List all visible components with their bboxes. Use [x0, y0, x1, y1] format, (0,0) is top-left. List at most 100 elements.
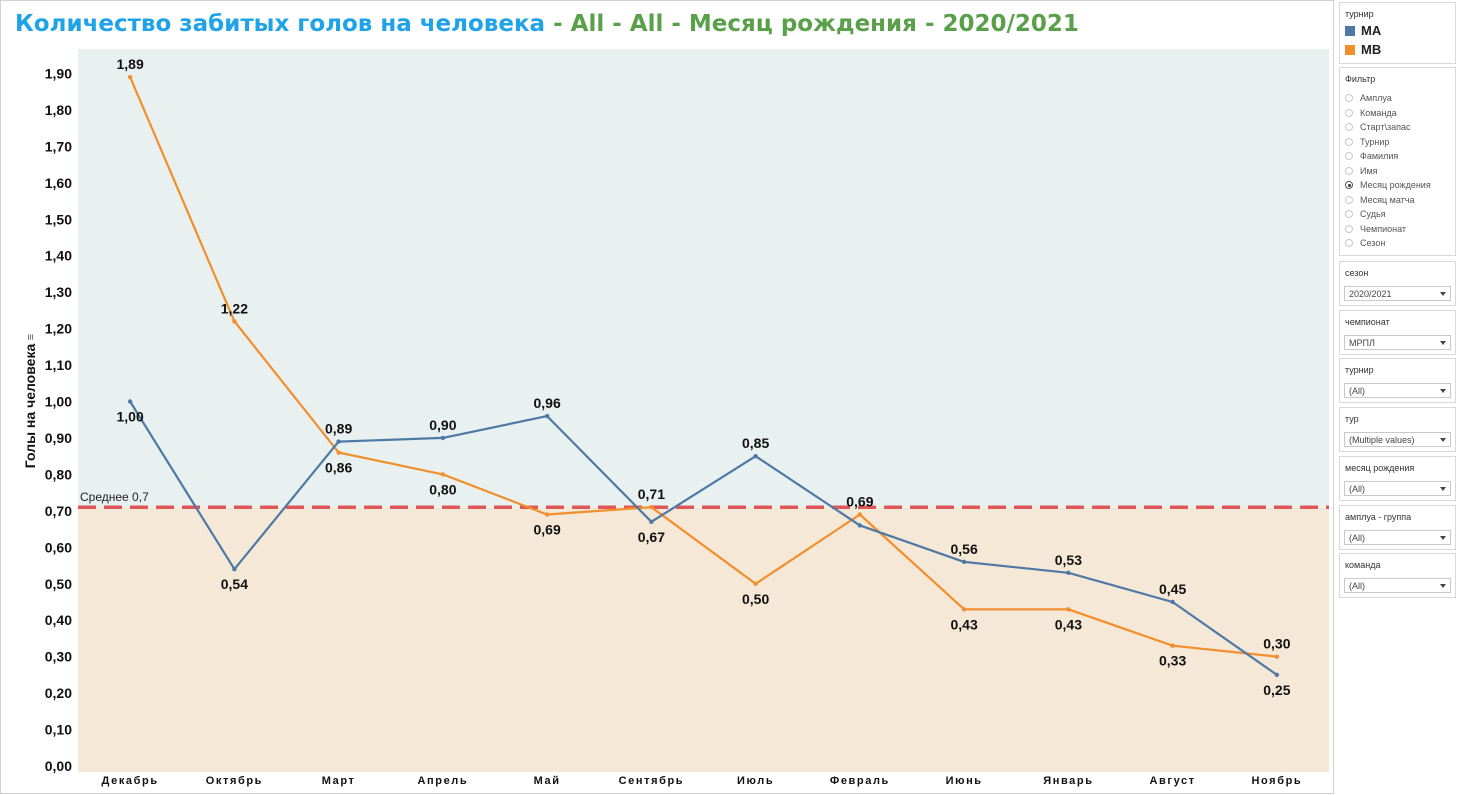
radio-button[interactable] — [1345, 152, 1353, 161]
dropdown-value: МРПЛ — [1349, 337, 1375, 348]
filter-option[interactable]: Турнир — [1345, 135, 1455, 150]
y-tick-label: 1,50 — [45, 211, 72, 227]
radio-button[interactable] — [1345, 108, 1353, 117]
data-point-ma — [961, 559, 967, 565]
filter-option-label: Имя — [1360, 165, 1378, 176]
dropdown-select[interactable]: (All) — [1344, 529, 1451, 545]
line-chart: 0,00 0,10 0,20 0,30 0,40 0,50 0,60 0,70 0,80 0,90… — [22, 49, 1329, 787]
dropdown-value: (All) — [1349, 532, 1365, 543]
filter-option-label: Команда — [1360, 107, 1397, 118]
dropdown-panel: команда (All) — [1339, 553, 1456, 599]
data-label-mb: 0,50 — [742, 591, 769, 607]
dropdown-label: тур — [1345, 414, 1359, 425]
x-tick-label: Октябрь — [206, 775, 263, 787]
legend-item-ma[interactable]: MA — [1345, 23, 1455, 38]
dropdown-select[interactable]: МРПЛ — [1344, 334, 1451, 350]
chevron-down-icon[interactable] — [1440, 292, 1446, 296]
dropdown-label: чемпионат — [1345, 316, 1390, 327]
filter-option[interactable]: Старт\запас — [1345, 120, 1455, 135]
filter-title: Фильтр — [1345, 74, 1376, 84]
dropdown-panel: турнир (All) — [1339, 358, 1456, 404]
band-below-average — [78, 507, 1329, 772]
y-tick-label: 1,00 — [45, 394, 72, 410]
radio-button[interactable] — [1345, 166, 1353, 175]
filter-option[interactable]: Месяц рождения — [1345, 178, 1455, 193]
dropdown-label: сезон — [1345, 268, 1369, 278]
chevron-down-icon[interactable] — [1440, 340, 1446, 345]
data-point-mb — [1066, 607, 1071, 612]
dropdown-select[interactable]: (All) — [1344, 480, 1451, 496]
data-label-mb: 0,30 — [1263, 636, 1290, 652]
chevron-down-icon[interactable] — [1440, 584, 1446, 589]
chevron-down-icon[interactable] — [1440, 486, 1446, 491]
data-point-mb — [336, 450, 341, 455]
dropdown-panel: сезон 2020/2021 — [1339, 261, 1456, 306]
chevron-down-icon[interactable] — [1440, 535, 1446, 540]
x-tick-label: Май — [534, 775, 561, 787]
x-tick-label: Февраль — [830, 775, 890, 787]
legend-label-mb: MB — [1361, 42, 1382, 57]
average-reference-label: Среднее 0,7 — [80, 490, 149, 504]
x-tick-label: Июнь — [946, 775, 983, 787]
dropdown-label: месяц рождения — [1345, 462, 1415, 473]
y-tick-label: 1,20 — [45, 321, 72, 337]
filter-panel: Фильтр Амплуа Команда Старт\запас Турнир Фам… — [1339, 67, 1456, 256]
data-label-mb: 0,33 — [1159, 653, 1186, 669]
data-label-ma: 0,53 — [1055, 552, 1082, 568]
y-tick-label: 0,40 — [45, 612, 72, 628]
x-tick-label: Сентябрь — [619, 775, 685, 787]
radio-button[interactable] — [1345, 94, 1353, 103]
radio-button[interactable] — [1345, 239, 1353, 248]
y-tick-label: 1,80 — [45, 102, 72, 118]
x-tick-label: Январь — [1043, 775, 1093, 787]
radio-button[interactable] — [1345, 137, 1353, 146]
radio-button[interactable] — [1345, 123, 1353, 132]
filter-option-label: Чемпионат — [1360, 223, 1406, 234]
legend-label-ma: MA — [1361, 23, 1382, 38]
filter-option[interactable]: Команда — [1345, 106, 1455, 121]
data-label-mb: 0,80 — [429, 481, 456, 497]
filter-option[interactable]: Сезон — [1345, 236, 1455, 251]
filter-option[interactable]: Судья — [1345, 207, 1455, 222]
y-tick-label: 1,30 — [45, 284, 72, 300]
data-label-ma: 0,90 — [429, 417, 456, 433]
chart-title-rest: - All - All - Месяц рождения - 2020/2021 — [545, 11, 1079, 37]
filter-option[interactable]: Фамилия — [1345, 149, 1455, 164]
dropdown-value: (All) — [1349, 483, 1365, 494]
filter-option[interactable]: Месяц матча — [1345, 193, 1455, 208]
dropdown-select[interactable]: 2020/2021 — [1344, 286, 1451, 301]
radio-button[interactable] — [1345, 195, 1353, 204]
data-label-mb: 1,22 — [221, 300, 248, 316]
dropdown-select[interactable]: (All) — [1344, 578, 1451, 594]
dropdown-label: команда — [1345, 560, 1381, 571]
chevron-down-icon[interactable] — [1440, 389, 1446, 394]
y-tick-label: 0,80 — [45, 466, 72, 482]
dropdown-select[interactable]: (All) — [1344, 383, 1451, 399]
radio-button[interactable] — [1345, 181, 1353, 190]
filter-option[interactable]: Амплуа — [1345, 91, 1455, 106]
x-tick-label: Декабрь — [102, 775, 159, 787]
data-label-ma: 0,96 — [534, 395, 561, 411]
dropdown-select[interactable]: (Multiple values) — [1344, 432, 1451, 448]
filter-option[interactable]: Чемпионат — [1345, 222, 1455, 237]
chevron-down-icon[interactable] — [1440, 438, 1446, 443]
radio-button[interactable] — [1345, 210, 1353, 219]
filter-option-label: Сезон — [1360, 238, 1386, 249]
data-label-ma: 0,54 — [221, 576, 248, 592]
radio-button[interactable] — [1345, 224, 1353, 233]
y-tick-label: 1,40 — [45, 248, 72, 264]
data-point-ma — [336, 439, 341, 444]
dropdown-value: (All) — [1349, 386, 1365, 397]
data-point-mb — [649, 505, 654, 510]
y-tick-label: 0,60 — [45, 539, 72, 555]
data-point-mb — [127, 74, 133, 80]
data-label-mb: 0,71 — [638, 486, 665, 502]
data-label-mb: 0,86 — [325, 460, 352, 476]
x-tick-label: Август — [1150, 775, 1196, 787]
legend-item-mb[interactable]: MB — [1345, 42, 1455, 57]
filter-option[interactable]: Имя — [1345, 164, 1455, 179]
legend-swatch-mb — [1345, 44, 1355, 55]
filter-option-label: Амплуа — [1360, 93, 1392, 104]
data-label-ma: 0,89 — [325, 421, 352, 437]
data-label-mb: 0,69 — [534, 521, 561, 537]
